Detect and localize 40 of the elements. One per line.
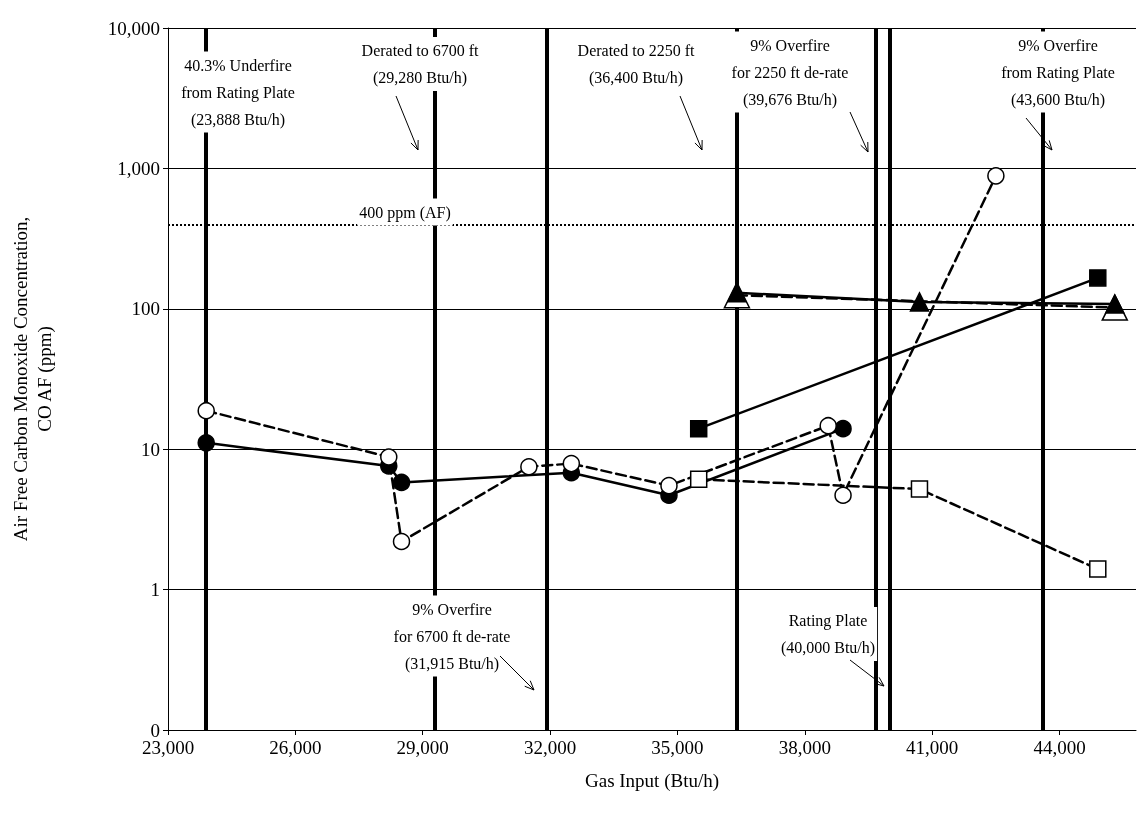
y-tick-label: 10 [141,438,160,460]
x-tick-label: 44,000 [1033,737,1086,758]
ref-line-label: Rating Plate (40,000 Btu/h) [780,612,876,657]
point [392,532,411,551]
point [834,419,852,438]
point [910,480,929,498]
point [689,470,708,489]
x-axis-title: Gas Input (Btu/h) [584,769,720,792]
point [1089,269,1107,287]
x-tick-label: 35,000 [651,737,704,758]
ref-line-label: 400 ppm (AF) [359,203,451,222]
ref-line-label: 9% Overfire from Rating Plate (43,600 Btu/h) [1001,36,1115,109]
y-tick-label: 1,000 [117,157,160,179]
point [689,419,708,438]
point [834,486,852,504]
x-tick-label: 38,000 [778,737,831,758]
point [520,458,538,476]
y-axis-title: Air Free Carbon Monoxide Concentration, CO AF (ppm) [9,216,56,542]
y-tick-label: 100 [131,298,160,320]
x-tick-label: 29,000 [396,737,449,758]
point [562,454,581,473]
ref-line-label: 9% Overfire for 2250 ft de-rate (39,676 Btu/h) [731,36,849,109]
point [660,476,678,495]
point [909,292,930,312]
point [197,434,215,452]
ref-line-label: 9% Overfire for 6700 ft de-rate (31,915 Btu/h) [393,600,511,673]
point [380,448,398,466]
y-tick-label: 1 [150,579,160,601]
x-tick-label: 32,000 [523,737,577,758]
point [1089,560,1107,578]
x-tick-label: 41,000 [906,737,959,758]
y-tick-label: 10,000 [107,17,160,39]
point [819,416,837,435]
ref-line-label: 40.3% Underfire from Rating Plate (23,888 Btu/h) [181,56,295,129]
point [197,401,215,420]
ref-line-label: Derated to 2250 ft (36,400 Btu/h) [577,42,695,87]
x-tick-label: 26,000 [269,737,322,758]
ref-line-label: Derated to 6700 ft (29,280 Btu/h) [361,42,479,87]
point [987,167,1005,185]
point [392,473,411,492]
